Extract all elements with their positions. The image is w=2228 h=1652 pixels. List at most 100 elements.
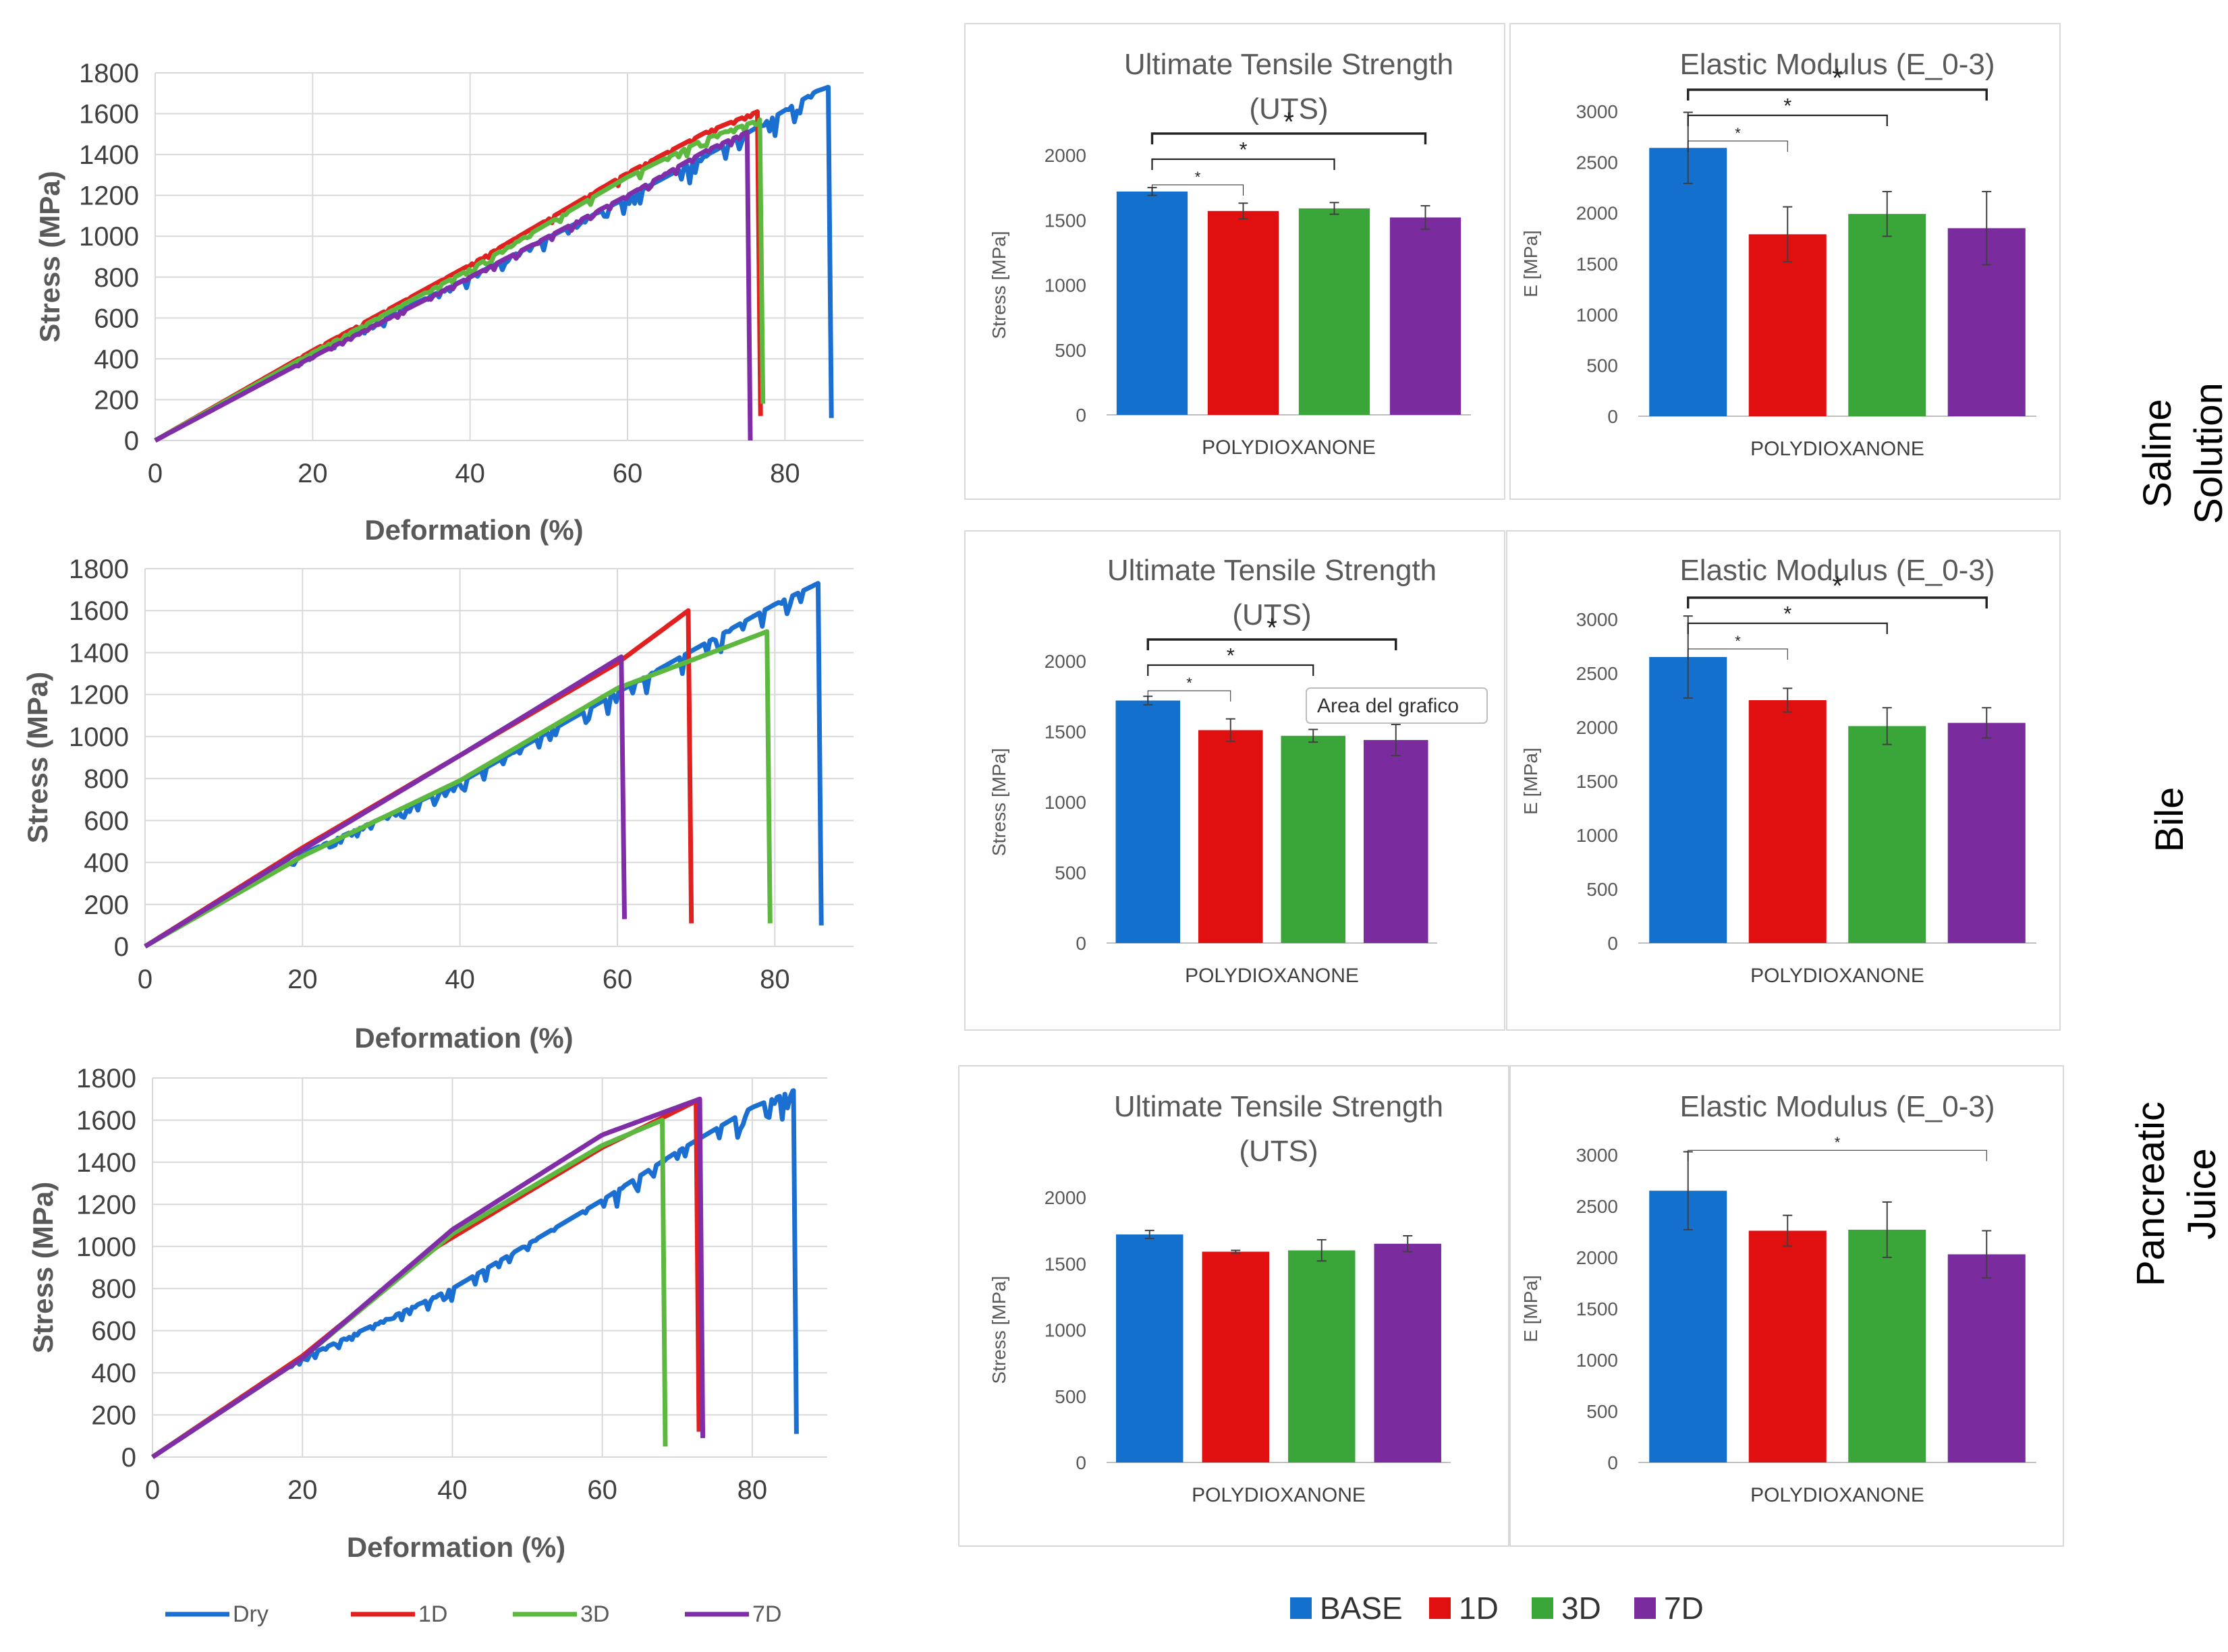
chart-title: Elastic Modulus (E_0-3) bbox=[1679, 1090, 1995, 1123]
significance-star: * bbox=[1227, 644, 1235, 667]
bar-3d bbox=[1848, 1229, 1926, 1462]
y-axis-label: Stress [MPa] bbox=[988, 231, 1009, 339]
y-tick-label: 1200 bbox=[69, 681, 129, 710]
y-tick-label: 1600 bbox=[69, 596, 129, 626]
y-tick-label: 2500 bbox=[1576, 152, 1618, 173]
bar-chart-2: Elastic Modulus (E_0-3) 0 500 1000 1500 2000 2… bbox=[1509, 23, 2061, 500]
y-tick-label: 1600 bbox=[76, 1106, 136, 1135]
bar-3d bbox=[1848, 214, 1926, 416]
y-tick-label: 0 bbox=[1076, 1452, 1086, 1473]
y-axis-label: Stress (MPa) bbox=[22, 672, 53, 843]
x-tick-label: 20 bbox=[287, 1475, 318, 1505]
y-axis-label: E [MPa] bbox=[1520, 747, 1541, 815]
bar-7d bbox=[1374, 1243, 1441, 1462]
chart-title: Ultimate Tensile Strength bbox=[1107, 554, 1437, 587]
legend-label: 1D bbox=[1459, 1591, 1499, 1626]
legend-label: BASE bbox=[1320, 1591, 1403, 1626]
y-tick-label: 0 bbox=[1607, 933, 1618, 954]
y-tick-label: 400 bbox=[91, 1359, 136, 1388]
y-tick-label: 200 bbox=[94, 385, 139, 415]
condition-label-line: Bile bbox=[2148, 787, 2192, 853]
bar-chart-1: Ultimate Tensile Strength (UTS) 0 500 1000 15… bbox=[964, 23, 1505, 500]
significance-bracket bbox=[1151, 158, 1335, 170]
y-tick-label: 1000 bbox=[1045, 275, 1086, 296]
bar-chart-3: Ultimate Tensile Strength (UTS) 0 500 1000 15… bbox=[964, 530, 1505, 1031]
chart-title: Elastic Modulus (E_0-3) bbox=[1679, 554, 1995, 587]
y-tick-label: 1400 bbox=[76, 1148, 136, 1178]
bar-legend: BASE 1D 3D 7D bbox=[1290, 1591, 1704, 1626]
chart-title: Ultimate Tensile Strength bbox=[1114, 1090, 1443, 1123]
condition-label: Bile bbox=[2148, 787, 2192, 853]
x-tick-label: 40 bbox=[445, 965, 475, 994]
y-tick-label: 1000 bbox=[1045, 792, 1086, 813]
bar-base bbox=[1116, 1234, 1183, 1462]
y-axis-label: E [MPa] bbox=[1520, 230, 1541, 297]
y-tick-label: 1000 bbox=[76, 1232, 136, 1262]
category-label: POLYDIOXANONE bbox=[1750, 1484, 1924, 1506]
significance-bracket bbox=[1688, 140, 1788, 152]
bar-base bbox=[1116, 191, 1188, 415]
y-tick-label: 1400 bbox=[69, 638, 129, 668]
bar-1d bbox=[1202, 1251, 1269, 1462]
y-tick-label: 0 bbox=[114, 932, 129, 962]
condition-label: Pancreatic Juice bbox=[2129, 1102, 2224, 1286]
y-tick-label: 800 bbox=[94, 263, 139, 293]
bar-base bbox=[1649, 657, 1727, 943]
y-tick-label: 1000 bbox=[1576, 304, 1618, 325]
y-tick-label: 400 bbox=[84, 849, 129, 878]
bar-7d bbox=[1363, 740, 1428, 943]
bar-7d bbox=[1947, 1254, 2026, 1462]
y-tick-label: 2000 bbox=[1045, 1187, 1086, 1208]
y-tick-label: 0 bbox=[1076, 405, 1086, 426]
y-tick-label: 800 bbox=[84, 764, 129, 794]
x-tick-label: 0 bbox=[138, 965, 152, 994]
y-tick-label: 200 bbox=[91, 1401, 136, 1431]
y-tick-label: 2000 bbox=[1576, 1247, 1618, 1268]
y-tick-label: 1800 bbox=[76, 1064, 136, 1093]
significance-bracket bbox=[1146, 638, 1397, 650]
condition-label-line: Saline bbox=[2136, 399, 2179, 507]
y-tick-label: 3000 bbox=[1576, 1145, 1618, 1166]
legend-swatch bbox=[1532, 1597, 1553, 1619]
y-axis-label: Stress (MPa) bbox=[34, 171, 65, 342]
y-tick-label: 1000 bbox=[1576, 1350, 1618, 1371]
stress-strain-chart-1: 0 200 400 600 800 1000 1200 1400 1600 1800 0 20 40 60… bbox=[34, 59, 864, 546]
bar-1d bbox=[1198, 730, 1263, 943]
y-axis-label: E [MPa] bbox=[1520, 1275, 1541, 1342]
bar-3d bbox=[1298, 208, 1370, 415]
bar-1d bbox=[1748, 1230, 1827, 1462]
significance-star: * bbox=[1835, 1134, 1841, 1151]
y-tick-label: 1500 bbox=[1576, 254, 1618, 275]
bar-7d bbox=[1389, 217, 1461, 415]
y-tick-label: 0 bbox=[124, 426, 139, 456]
category-label: POLYDIOXANONE bbox=[1750, 438, 1924, 460]
y-tick-label: 500 bbox=[1586, 1401, 1618, 1422]
chart-title: Ultimate Tensile Strength bbox=[1124, 48, 1453, 81]
condition-label-line: Pancreatic bbox=[2129, 1102, 2173, 1286]
series-line-7d bbox=[154, 130, 753, 443]
y-tick-label: 500 bbox=[1055, 340, 1086, 361]
y-tick-label: 600 bbox=[84, 806, 129, 836]
y-tick-label: 1000 bbox=[1045, 1320, 1086, 1341]
bar-base bbox=[1649, 148, 1727, 417]
significance-star: * bbox=[1266, 613, 1277, 643]
significance-star: * bbox=[1186, 675, 1192, 691]
y-tick-label: 1500 bbox=[1045, 722, 1086, 743]
stress-strain-chart-2: 0 200 400 600 800 1000 1200 1400 1600 1800 0 20 40 60… bbox=[22, 554, 854, 1054]
legend-swatch bbox=[1634, 1597, 1656, 1619]
significance-star: * bbox=[1735, 125, 1741, 142]
x-tick-label: 80 bbox=[737, 1475, 768, 1505]
y-tick-label: 500 bbox=[1055, 863, 1086, 884]
y-tick-label: 2500 bbox=[1576, 1196, 1618, 1217]
y-tick-label: 1200 bbox=[79, 181, 139, 211]
tooltip-text: Area del grafico bbox=[1317, 695, 1459, 717]
bar-7d bbox=[1947, 722, 2026, 943]
y-axis-label: Stress [MPa] bbox=[988, 1276, 1009, 1384]
significance-bracket bbox=[1687, 114, 1888, 126]
y-axis-label: Stress [MPa] bbox=[988, 748, 1009, 856]
legend-label: 3D bbox=[580, 1601, 609, 1627]
y-tick-label: 2000 bbox=[1576, 717, 1618, 738]
y-tick-label: 1500 bbox=[1045, 210, 1086, 231]
significance-bracket bbox=[1688, 1149, 1987, 1162]
